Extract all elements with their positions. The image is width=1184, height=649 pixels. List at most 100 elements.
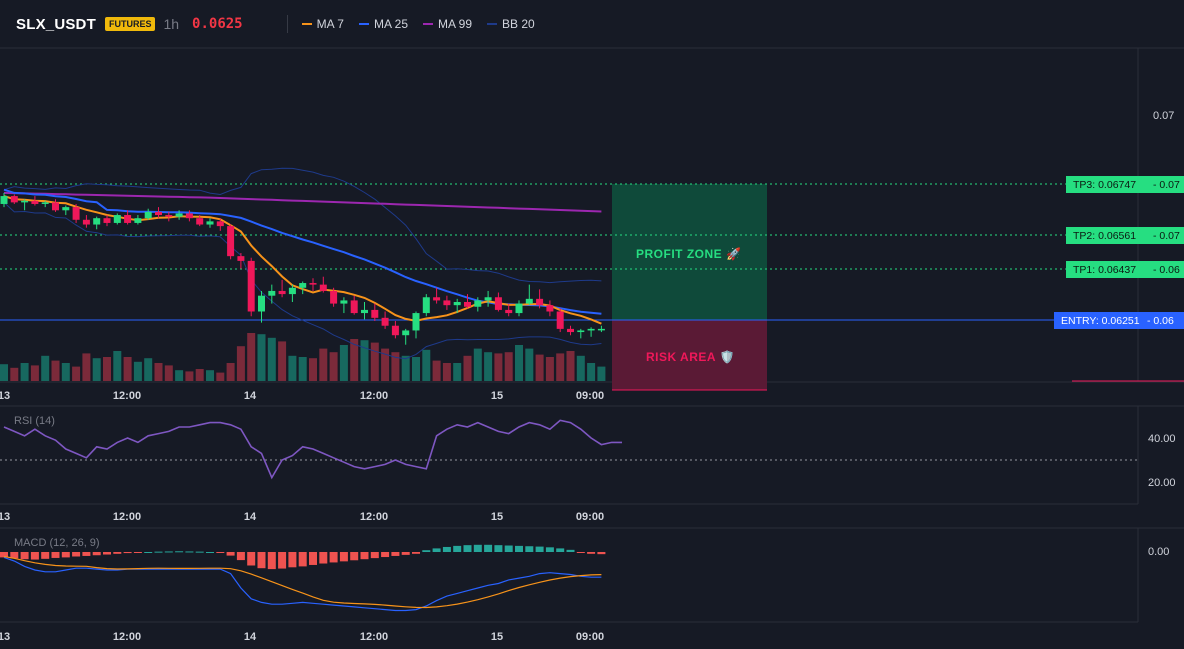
tp3-axis-value: - 0.07 xyxy=(1153,179,1180,191)
time-tick[interactable]: 13 xyxy=(0,511,10,523)
candle xyxy=(155,207,162,219)
time-tick[interactable]: 12:00 xyxy=(113,390,141,402)
tp3-tag[interactable]: TP3: 0.06747 - 0.07 xyxy=(1066,176,1184,193)
macd-pane[interactable]: MACD (12, 26, 9) 0.00 xyxy=(0,537,1169,612)
time-tick[interactable]: 13 xyxy=(0,390,10,402)
candle-body xyxy=(155,211,162,216)
header-divider xyxy=(286,15,288,33)
candle-body xyxy=(484,297,492,301)
candle xyxy=(402,328,410,345)
time-axis-rsi[interactable]: 13 12:00 14 12:00 15 09:00 xyxy=(0,511,604,523)
ma7-line xyxy=(3,195,602,325)
candle xyxy=(0,192,8,208)
volume-bar xyxy=(226,363,235,381)
candle-body xyxy=(72,207,80,220)
macd-hist-bar xyxy=(545,547,554,552)
rsi-pane[interactable]: RSI (14) 40.00 20.00 xyxy=(0,415,1176,489)
candle-body xyxy=(52,202,59,211)
candle xyxy=(10,194,18,204)
volume-bar xyxy=(267,337,276,381)
candle-body xyxy=(206,221,214,225)
bb-upper-line xyxy=(3,167,602,284)
time-tick[interactable]: 12:00 xyxy=(360,511,388,523)
candle xyxy=(165,211,173,222)
candle xyxy=(82,215,90,228)
time-axis-main[interactable]: 13 12:00 14 12:00 15 09:00 xyxy=(0,390,604,402)
volume-bar xyxy=(72,366,81,381)
interval-selector[interactable]: 1h xyxy=(163,16,180,32)
rsi-line xyxy=(3,419,622,480)
candle xyxy=(52,199,59,212)
time-tick[interactable]: 14 xyxy=(244,390,257,402)
macd-hist-bar xyxy=(566,549,575,552)
price-axis-label: 0.07 xyxy=(1153,110,1174,122)
entry-tag-text: ENTRY: 0.06251 xyxy=(1061,315,1140,327)
time-tick[interactable]: 13 xyxy=(0,631,10,643)
candle-body xyxy=(577,330,585,333)
time-axis-macd[interactable]: 13 12:00 14 12:00 15 09:00 xyxy=(0,631,604,643)
macd-hist-bar xyxy=(103,552,111,555)
macd-hist-bar xyxy=(61,552,70,558)
indicator-legend: MA 7 MA 25 MA 99 BB 20 xyxy=(301,17,550,31)
macd-hist-bar xyxy=(164,551,173,553)
legend-ma7[interactable]: MA 7 xyxy=(301,17,344,31)
candle-body xyxy=(567,328,574,333)
volume-bars xyxy=(0,333,606,381)
time-tick[interactable]: 15 xyxy=(491,631,503,643)
time-tick[interactable]: 12:00 xyxy=(113,511,141,523)
candle-body xyxy=(402,330,410,336)
candle xyxy=(422,294,430,317)
candle-body xyxy=(10,196,18,203)
volume-bar xyxy=(10,367,19,381)
candle xyxy=(577,328,585,339)
time-tick[interactable]: 09:00 xyxy=(576,390,604,402)
legend-bb20[interactable]: BB 20 xyxy=(487,17,535,31)
candle xyxy=(443,295,451,310)
candle-body xyxy=(515,303,523,314)
volume-bar xyxy=(350,339,359,381)
volume-bar xyxy=(309,358,317,381)
candle xyxy=(319,276,327,293)
time-tick[interactable]: 12:00 xyxy=(360,390,388,402)
time-tick[interactable]: 15 xyxy=(491,511,503,523)
candle xyxy=(525,284,533,306)
macd-hist-bar xyxy=(267,552,276,570)
tp1-tag[interactable]: TP1: 0.06437 - 0.06 xyxy=(1066,261,1184,278)
time-tick[interactable]: 14 xyxy=(244,511,257,523)
tp1-axis-dash: - xyxy=(1153,264,1159,276)
volume-bar xyxy=(381,348,390,381)
macd-tick-0: 0.00 xyxy=(1148,546,1169,558)
rsi-tick-20: 20.00 xyxy=(1148,477,1176,489)
legend-ma99[interactable]: MA 99 xyxy=(423,17,472,31)
volume-bar xyxy=(164,365,173,381)
candle xyxy=(21,199,29,211)
legend-ma25[interactable]: MA 25 xyxy=(358,17,408,31)
time-tick[interactable]: 09:00 xyxy=(576,631,604,643)
legend-bb20-label: BB 20 xyxy=(502,17,535,31)
symbol-name[interactable]: SLX_USDT xyxy=(16,15,96,33)
macd-hist-bar xyxy=(381,552,390,558)
tp2-tag[interactable]: TP2: 0.06561 - 0.07 xyxy=(1066,227,1184,244)
volume-bar xyxy=(484,352,493,381)
volume-bar xyxy=(566,351,575,381)
time-tick[interactable]: 12:00 xyxy=(360,631,388,643)
last-price: 0.0625 xyxy=(192,16,243,32)
macd-hist-bar xyxy=(391,552,400,556)
tp1-axis-value: - 0.06 xyxy=(1153,264,1180,276)
volume-bar xyxy=(442,363,451,381)
volume-bar xyxy=(494,353,503,381)
volume-bar xyxy=(144,358,153,381)
main-pane[interactable] xyxy=(0,47,1184,623)
time-tick[interactable]: 15 xyxy=(491,390,503,402)
candlesticks[interactable] xyxy=(0,192,605,345)
candle-body xyxy=(319,284,327,291)
candle-body xyxy=(464,302,471,307)
volume-bar xyxy=(298,357,307,381)
volume-bar xyxy=(41,355,50,381)
candle-body xyxy=(299,283,307,288)
time-tick[interactable]: 12:00 xyxy=(113,631,141,643)
time-tick[interactable]: 14 xyxy=(244,631,257,643)
entry-tag[interactable]: ENTRY: 0.06251 - 0.06 xyxy=(1054,312,1184,329)
time-tick[interactable]: 09:00 xyxy=(576,511,604,523)
